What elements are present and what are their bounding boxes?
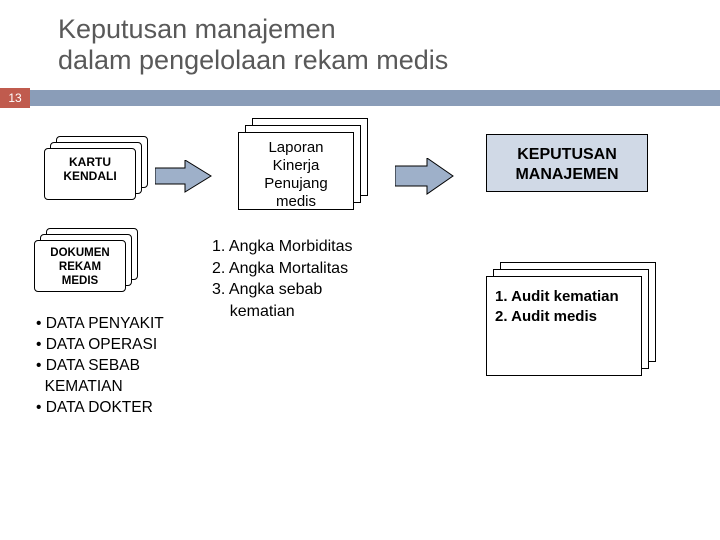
keputusan-line1: KEPUTUSAN: [517, 146, 617, 163]
box-laporan: Laporan Kinerja Penujang medis: [238, 118, 368, 208]
angka-1: 1. Angka Morbiditas: [212, 238, 353, 255]
laporan-line1: Laporan: [268, 139, 323, 156]
laporan-line3: Penujang: [264, 175, 327, 192]
arrow-icon: [155, 160, 215, 200]
angka-3b: kematian: [212, 303, 295, 320]
audit-2: 2. Audit medis: [495, 308, 597, 325]
arrow-icon: [395, 158, 455, 198]
box-kartu-kendali: KARTU KENDALI: [44, 136, 148, 196]
bullet-penyakit: DATA PENYAKIT: [46, 315, 164, 332]
bullet-kematian: KEMATIAN: [45, 378, 123, 395]
dokumen-line1: DOKUMEN: [50, 247, 109, 259]
laporan-line2: Kinerja: [273, 157, 320, 174]
page-bar-fill: [30, 90, 720, 106]
dokumen-line2: REKAM: [59, 261, 101, 273]
kartu-line1: KARTU: [69, 155, 111, 169]
box-laporan-front: Laporan Kinerja Penujang medis: [238, 132, 354, 210]
box-audit: 1. Audit kematian 2. Audit medis: [486, 262, 656, 374]
box-dokumen-rekam-medis: DOKUMEN REKAM MEDIS: [34, 228, 138, 288]
box-dokumen-front: DOKUMEN REKAM MEDIS: [34, 240, 126, 292]
angka-2: 2. Angka Mortalitas: [212, 260, 348, 277]
box-keputusan-manajemen: KEPUTUSAN MANAJEMEN: [486, 134, 648, 192]
audit-1: 1. Audit kematian: [495, 288, 619, 305]
slide-title: Keputusan manajemen dalam pengelolaan re…: [58, 14, 448, 76]
keputusan-line2: MANAJEMEN: [515, 166, 618, 183]
box-audit-front: 1. Audit kematian 2. Audit medis: [486, 276, 642, 376]
laporan-line4: medis: [276, 193, 316, 210]
bullet-sebab: DATA SEBAB: [46, 357, 140, 374]
box-kartu-kendali-front: KARTU KENDALI: [44, 148, 136, 200]
angka-list: 1. Angka Morbiditas 2. Angka Mortalitas …: [212, 236, 353, 322]
dokumen-line3: MEDIS: [62, 275, 98, 287]
angka-3: 3. Angka sebab: [212, 281, 322, 298]
bullet-operasi: DATA OPERASI: [46, 336, 157, 353]
page-bar: 13: [0, 88, 720, 108]
kartu-line2: KENDALI: [63, 169, 116, 183]
data-bullet-list: • DATA PENYAKIT • DATA OPERASI • DATA SE…: [36, 314, 164, 419]
bullet-dokter: DATA DOKTER: [46, 399, 153, 416]
title-line2: dalam pengelolaan rekam medis: [58, 45, 448, 75]
page-number: 13: [0, 88, 30, 108]
title-line1: Keputusan manajemen: [58, 14, 336, 44]
